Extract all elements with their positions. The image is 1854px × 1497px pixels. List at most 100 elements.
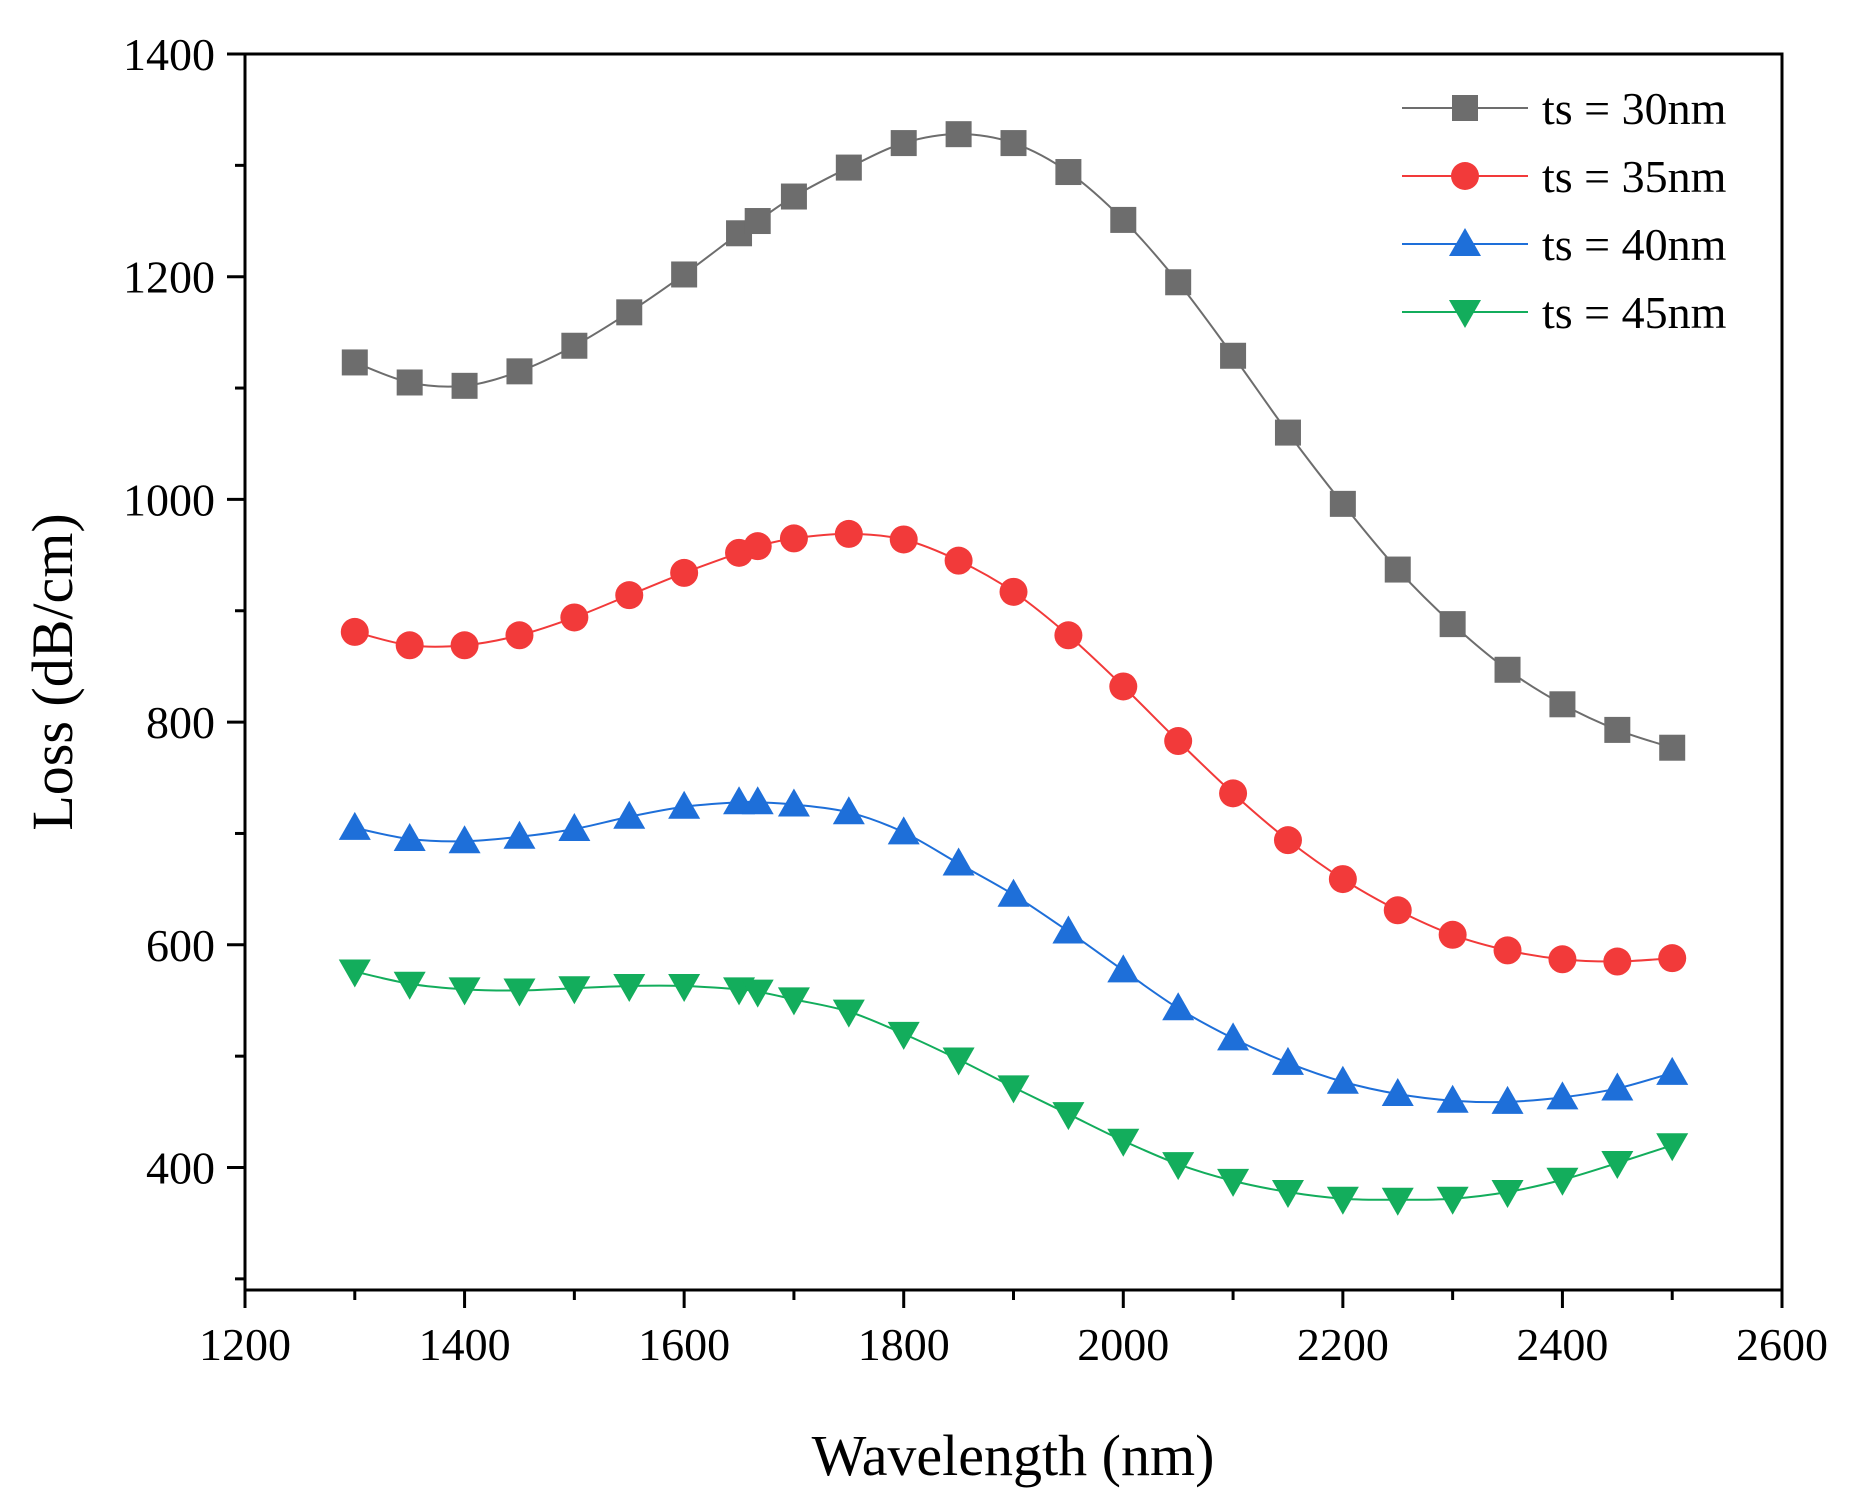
data-point (340, 617, 369, 646)
data-point (1659, 734, 1686, 761)
data-point (889, 525, 918, 554)
data-point (671, 261, 698, 288)
x-tick-label: 1400 (419, 1319, 511, 1370)
data-point (942, 847, 975, 876)
axis-ticks: 1200 1400 1600 1800 2000 2200 2400 2600 400 600 80… (123, 29, 1828, 1370)
data-point (448, 825, 481, 854)
data-point (505, 621, 534, 650)
data-point (393, 971, 426, 1000)
data-point (341, 349, 368, 376)
data-point (1601, 1072, 1634, 1101)
data-point (744, 208, 771, 235)
data-point (506, 358, 533, 385)
data-point (1601, 1151, 1634, 1180)
data-point (561, 332, 588, 359)
data-point (1271, 1180, 1304, 1209)
x-tick-label: 2000 (1077, 1319, 1169, 1370)
data-point (997, 1075, 1030, 1104)
data-point (997, 878, 1030, 907)
data-point (1273, 826, 1302, 855)
data-point (613, 800, 646, 829)
legend: ts = 30nm ts = 35nm ts = 40nm ts = 45nm (1402, 83, 1727, 338)
data-point (1217, 1168, 1250, 1197)
data-point (1493, 936, 1522, 965)
data-point (1658, 944, 1687, 973)
data-point (1656, 1133, 1689, 1162)
legend-label: ts = 30nm (1542, 83, 1727, 134)
data-point (1054, 621, 1083, 650)
data-point (338, 959, 371, 988)
y-tick-label: 800 (146, 697, 215, 748)
data-point (1439, 611, 1466, 638)
data-point (1220, 342, 1247, 369)
data-point (616, 299, 643, 326)
series-1 (341, 121, 1686, 761)
data-point (1274, 419, 1301, 446)
data-point (1546, 1167, 1579, 1196)
legend-entry-2: ts = 35nm (1402, 151, 1727, 202)
data-point (1107, 1128, 1140, 1157)
legend-marker (1449, 300, 1481, 328)
data-point (945, 121, 972, 148)
data-point (450, 631, 479, 660)
data-point (942, 1047, 975, 1076)
data-point (777, 788, 810, 817)
legend-marker (1451, 162, 1479, 190)
data-point (558, 976, 591, 1005)
data-point (1383, 896, 1412, 925)
data-point (396, 369, 423, 396)
legend-marker (1449, 228, 1481, 256)
data-point (741, 979, 774, 1008)
data-point (1491, 1085, 1524, 1114)
x-tick-label: 1600 (638, 1319, 730, 1370)
data-point (944, 546, 973, 575)
x-axis-title: Wavelength (nm) (812, 1423, 1215, 1488)
data-point (743, 532, 772, 561)
data-point (1110, 206, 1137, 233)
data-point (1055, 159, 1082, 186)
data-point (1656, 1056, 1689, 1085)
x-tick-label: 1800 (858, 1319, 950, 1370)
data-point (1162, 992, 1195, 1021)
data-point (890, 130, 917, 157)
data-point (613, 974, 646, 1003)
data-point (615, 581, 644, 610)
data-point (832, 796, 865, 825)
x-tick-label: 2200 (1297, 1319, 1389, 1370)
data-point (835, 154, 862, 181)
y-tick-label: 1400 (123, 29, 215, 80)
data-point (1436, 1084, 1469, 1113)
legend-label: ts = 40nm (1542, 219, 1727, 270)
data-point (1438, 920, 1467, 949)
data-point (887, 1021, 920, 1050)
data-point (448, 977, 481, 1006)
legend-label: ts = 45nm (1542, 287, 1727, 338)
data-point (1381, 1187, 1414, 1216)
data-point (560, 603, 589, 632)
data-point (1436, 1186, 1469, 1215)
data-point (1491, 1180, 1524, 1209)
data-point (1328, 865, 1357, 894)
data-point (1326, 1065, 1359, 1094)
data-point (1165, 269, 1192, 296)
x-tick-label: 2400 (1516, 1319, 1608, 1370)
data-point (1326, 1186, 1359, 1215)
data-point (338, 811, 371, 840)
data-point (1109, 672, 1138, 701)
data-point (558, 813, 591, 842)
data-point (1052, 915, 1085, 944)
data-point (887, 816, 920, 845)
data-point (1546, 1081, 1579, 1110)
series-line (354, 133, 1673, 749)
x-tick-label: 1200 (199, 1319, 291, 1370)
data-point (1107, 954, 1140, 983)
data-point (1000, 130, 1027, 157)
legend-label: ts = 35nm (1542, 151, 1727, 202)
data-point (1604, 716, 1631, 743)
legend-marker (1452, 95, 1478, 121)
data-point (1164, 727, 1193, 756)
series-3 (338, 786, 1689, 1114)
legend-entry-1: ts = 30nm (1402, 83, 1727, 134)
series-4 (338, 959, 1689, 1216)
data-point (1052, 1102, 1085, 1131)
